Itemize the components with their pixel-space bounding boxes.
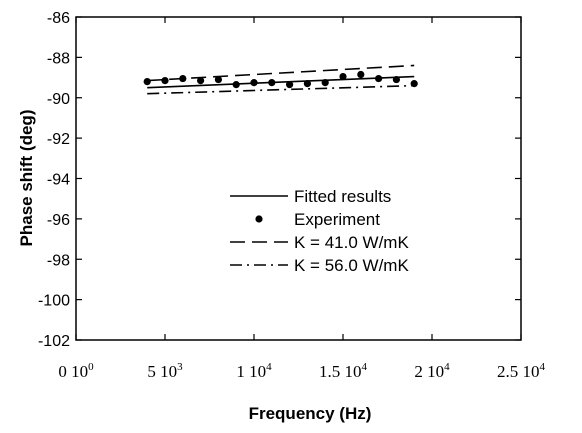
x-tick-label: 5 103 — [147, 361, 183, 381]
x-tick-base: 5 10 — [147, 362, 177, 381]
experiment-point — [161, 76, 169, 85]
legend-marker-experiment — [255, 215, 263, 223]
x-tick-label: 2.5 104 — [497, 361, 546, 381]
y-ticks: -86 -88 -90 -92 -94 -96 -98 -100 -102 — [38, 10, 521, 350]
experiment-point — [197, 76, 205, 85]
y-tick-label: -96 — [47, 212, 70, 229]
experiment-point — [339, 72, 347, 81]
x-tick-exponent: 4 — [540, 361, 546, 373]
experiment-point — [303, 80, 311, 88]
y-tick-label: -90 — [47, 91, 70, 108]
experiment-point — [250, 79, 258, 87]
x-tick-exponent: 0 — [88, 361, 94, 373]
x-tick-label: 2 104 — [414, 361, 450, 381]
x-tick-base: 2 10 — [414, 362, 444, 381]
x-tick-label: 1.5 104 — [319, 361, 368, 381]
series-line-solid — [147, 75, 415, 89]
x-tick-base: 1 10 — [236, 362, 266, 381]
x-ticks: 0 100 5 103 1 104 1.5 104 2 104 2.5 104 — [58, 17, 546, 381]
series-layer — [143, 64, 418, 95]
experiment-point — [392, 75, 400, 84]
legend-label: Fitted results — [294, 187, 391, 206]
plot-frame — [75, 16, 522, 341]
x-axis-label: Frequency (Hz) — [249, 404, 372, 423]
legend-label: K = 56.0 W/mK — [294, 256, 409, 275]
x-tick-exponent: 4 — [444, 361, 450, 373]
y-tick-label: -102 — [38, 333, 70, 350]
legend: Fitted results Experiment K = 41.0 W/mK K =… — [230, 187, 409, 275]
experiment-point — [357, 70, 365, 79]
x-tick-label: 1 104 — [236, 361, 272, 381]
experiment-point — [232, 81, 240, 89]
legend-label: K = 41.0 W/mK — [294, 233, 409, 252]
y-axis-label: Phase shift (deg) — [17, 110, 36, 247]
y-tick-label: -94 — [47, 172, 70, 189]
y-tick-label: -88 — [47, 50, 70, 67]
y-tick-label: -86 — [47, 10, 70, 27]
x-tick-base: 0 10 — [58, 362, 88, 381]
x-tick-exponent: 4 — [362, 361, 368, 373]
y-tick-label: -100 — [38, 293, 70, 310]
experiment-point — [214, 75, 222, 84]
legend-label: Experiment — [294, 210, 380, 229]
x-tick-base: 1.5 10 — [319, 362, 362, 381]
experiment-point — [143, 78, 151, 86]
series-line-dashed — [147, 64, 415, 82]
y-tick-label: -92 — [47, 131, 70, 148]
experiment-point — [286, 81, 294, 89]
x-tick-label: 0 100 — [58, 361, 94, 381]
series-line-dashdot — [147, 84, 415, 95]
x-tick-exponent: 4 — [266, 361, 272, 373]
x-tick-base: 2.5 10 — [497, 362, 540, 381]
y-tick-label: -98 — [47, 252, 70, 269]
x-tick-exponent: 3 — [177, 361, 183, 373]
experiment-point — [268, 79, 276, 87]
experiment-point — [321, 79, 329, 87]
experiment-point — [375, 74, 383, 83]
